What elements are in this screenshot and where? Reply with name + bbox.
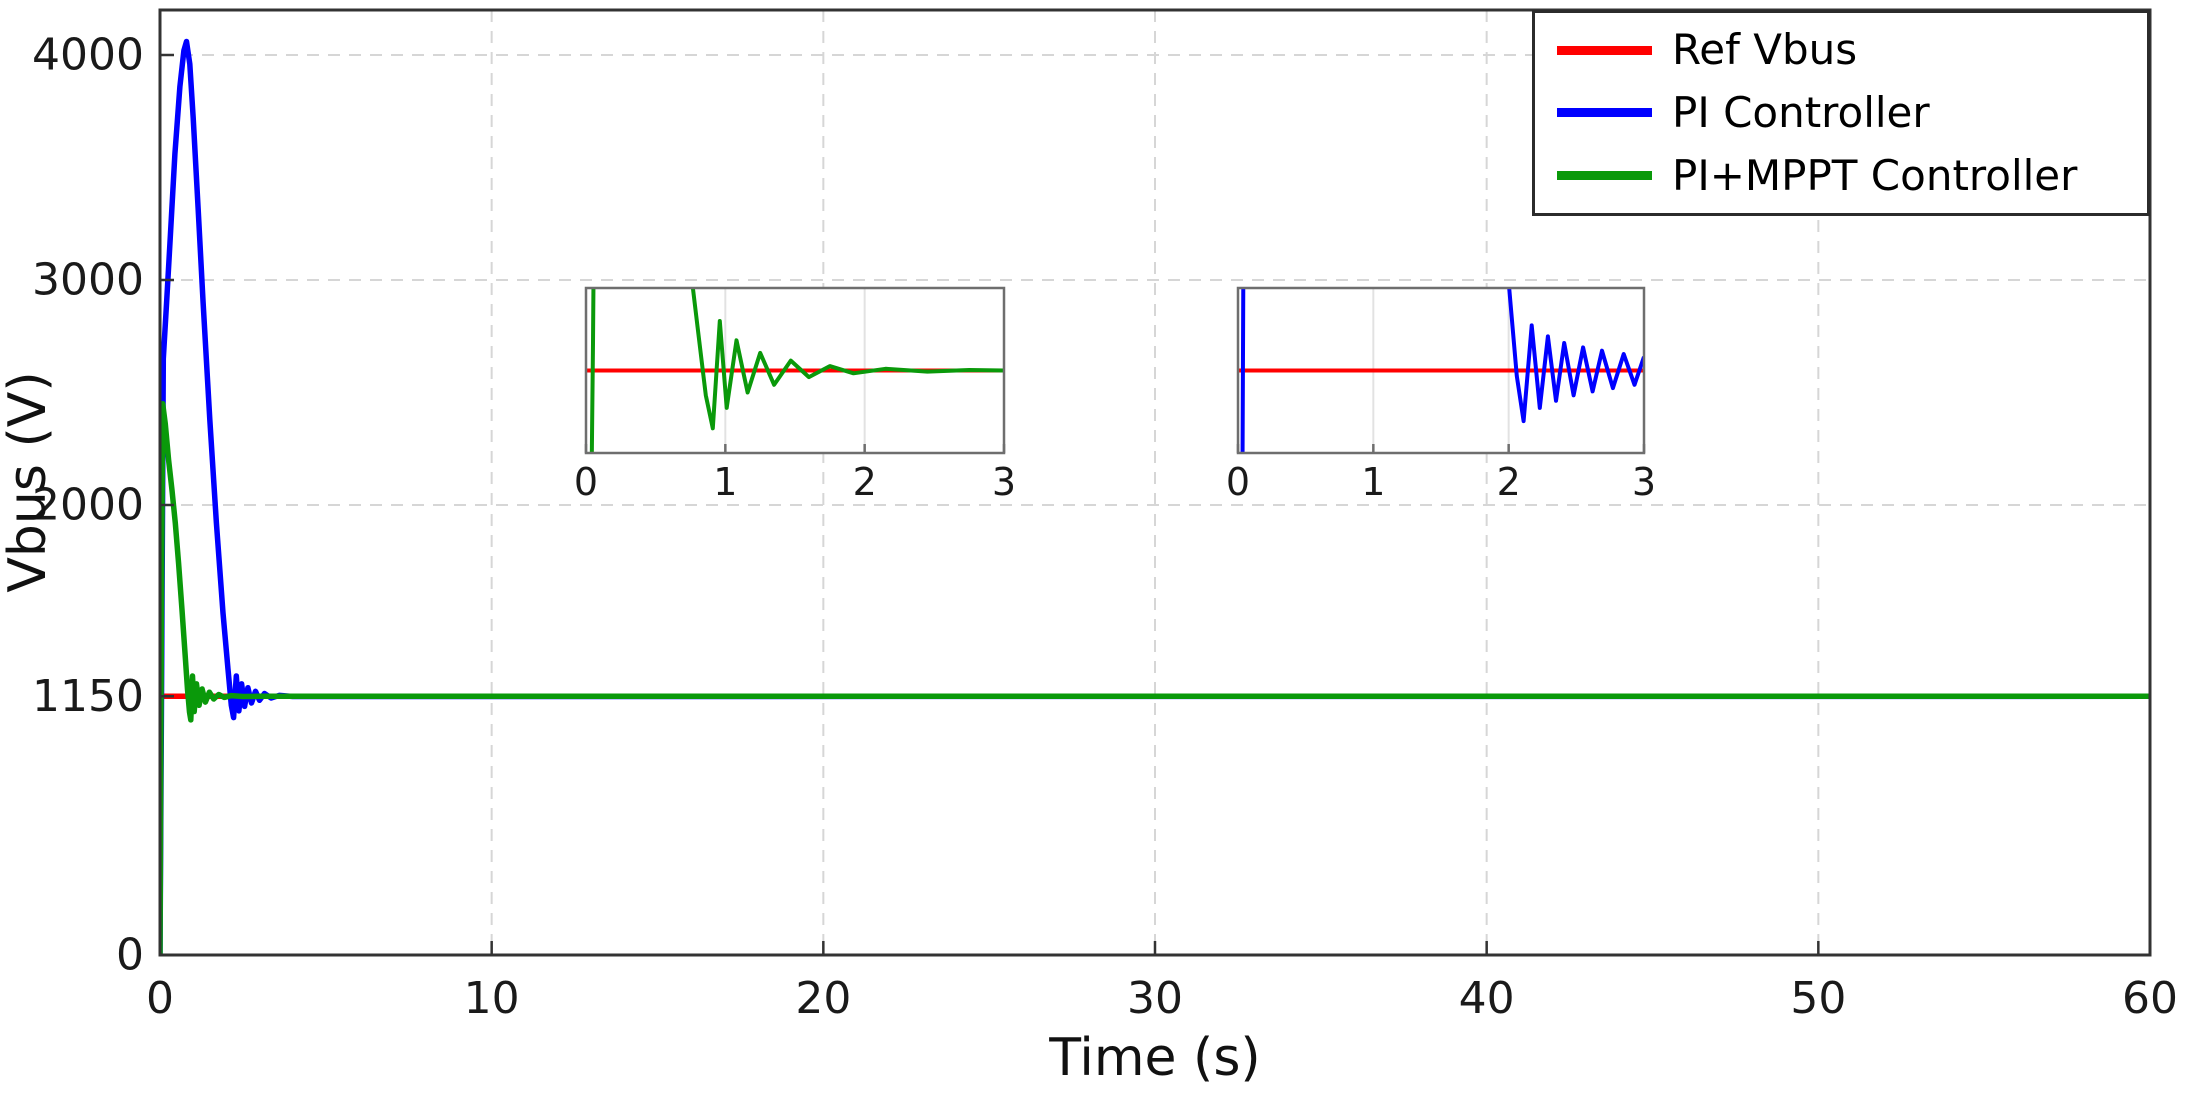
series-line-pi-mppt-controller: [589, 288, 1004, 453]
x-tick-label: 3: [1632, 460, 1656, 504]
legend-label: PI+MPPT Controller: [1672, 150, 2078, 200]
x-tick-label: 60: [2122, 973, 2178, 1024]
x-tick-label: 0: [574, 460, 598, 504]
x-tick-label: 0: [1226, 460, 1250, 504]
series-line-pi-controller: [1240, 288, 1644, 453]
x-tick-label: 2: [853, 460, 877, 504]
x-tick-label: 50: [1790, 973, 1846, 1024]
x-tick-label: 30: [1127, 973, 1183, 1024]
x-tick-label: 20: [795, 973, 851, 1024]
legend-item-ref-vbus: Ref Vbus: [1535, 29, 2147, 71]
legend-label: PI Controller: [1672, 87, 1930, 137]
x-tick-label: 1: [713, 460, 737, 504]
legend-line-swatch-green: [1557, 171, 1652, 181]
inset-plot-mppt-zoom: 0 1 2 3: [574, 286, 1016, 504]
x-tick-label: 2: [1497, 460, 1521, 504]
legend-line-swatch-blue: [1557, 108, 1652, 118]
x-tick-label: 40: [1459, 973, 1515, 1024]
legend-item-pi-mppt-controller: PI+MPPT Controller: [1535, 150, 2147, 200]
x-tick-label: 10: [464, 973, 520, 1024]
y-tick-label: 1150: [32, 671, 144, 722]
series-line-pi-mppt-controller: [160, 401, 2150, 955]
inset-plot-pi-zoom: 0 1 2 3: [1226, 286, 1656, 504]
x-axis-label: Time (s): [1049, 1028, 1261, 1088]
legend-label: Ref Vbus: [1672, 25, 1858, 75]
y-axis-label: Vbus (V): [0, 371, 58, 593]
y-tick-label: 0: [116, 930, 144, 981]
axes-frame: [584, 286, 1006, 455]
legend-item-pi-controller: PI Controller: [1535, 87, 2147, 137]
axes-frame: [1236, 286, 1646, 455]
x-tick-label: 0: [146, 973, 174, 1024]
y-tick-label: 2000: [32, 480, 144, 531]
x-tick-label: 3: [992, 460, 1016, 504]
y-tick-label: 3000: [32, 255, 144, 306]
y-tick-label: 4000: [32, 30, 144, 81]
legend: Ref Vbus PI Controller PI+MPPT Controlle…: [1532, 10, 2150, 216]
legend-line-swatch-red: [1557, 45, 1652, 55]
x-tick-label: 1: [1361, 460, 1385, 504]
